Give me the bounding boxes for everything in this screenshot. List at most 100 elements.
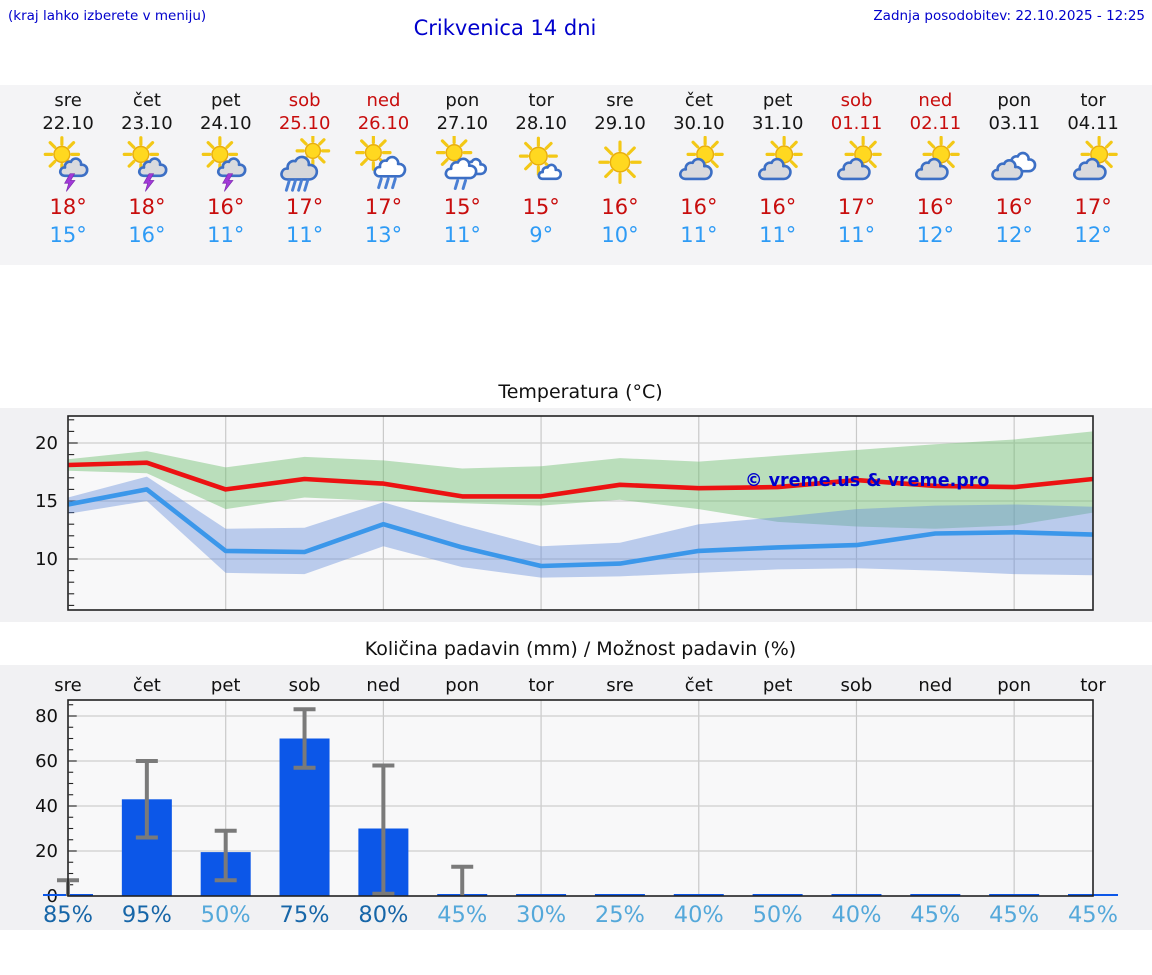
precip-chance-label: 30% <box>516 902 566 928</box>
day-date: 25.10 <box>278 113 331 134</box>
day-column: pon 27.10 15° 11° <box>423 85 502 265</box>
precip-chance-label: 45% <box>1068 902 1118 928</box>
precip-chance-label: 40% <box>674 902 724 928</box>
last-update-label: Zadnja posodobitev: 22.10.2025 - 12:25 <box>873 8 1145 24</box>
precip-chance-label: 95% <box>122 902 172 928</box>
precip-bar <box>516 894 567 896</box>
day-low-temp: 12° <box>916 223 954 247</box>
svg-text:10: 10 <box>35 549 58 570</box>
temperature-chart-svg: 10 15 20 © vreme.us & vreme.pro <box>35 415 1094 611</box>
day-low-temp: 11° <box>680 223 718 247</box>
precip-day-label: čet <box>133 675 161 696</box>
day-low-temp: 11° <box>286 223 324 247</box>
day-column: čet 23.10 18° 16° <box>107 85 186 265</box>
day-column: tor 28.10 15° 9° <box>502 85 581 265</box>
day-high-temp: 17° <box>1074 195 1112 219</box>
day-high-temp: 16° <box>759 195 797 219</box>
day-column: sob 01.11 17° 11° <box>817 85 896 265</box>
day-high-temp: 16° <box>207 195 245 219</box>
day-high-temp: 16° <box>916 195 954 219</box>
day-high-temp: 16° <box>995 195 1033 219</box>
day-name: ned <box>366 90 401 111</box>
day-date: 26.10 <box>357 113 410 134</box>
day-date: 04.11 <box>1067 113 1119 134</box>
precip-chance-label: 45% <box>437 902 487 928</box>
svg-text:20: 20 <box>35 841 58 862</box>
svg-text:15: 15 <box>35 491 58 512</box>
precip-chance-label: 80% <box>358 902 408 928</box>
day-name: tor <box>528 90 554 111</box>
day-column: sre 29.10 16° 10° <box>581 85 660 265</box>
page-title: Crikvenica 14 dni <box>413 16 597 40</box>
day-name: sob <box>840 90 873 111</box>
cloud-sun-icon <box>738 135 817 193</box>
precipitation-chart: sre čet pet sob ned pon tor sre čet pet sob ned pon t… <box>0 665 1152 930</box>
menu-hint-note: (kraj lahko izberete v meniju) <box>8 8 207 24</box>
precip-day-label: sre <box>606 675 633 696</box>
day-column: sre 22.10 18° 15° <box>29 85 108 265</box>
sun-storm-icon <box>29 135 108 193</box>
rain-sun-icon <box>265 135 344 193</box>
day-low-temp: 11° <box>207 223 245 247</box>
cloud-sun-icon <box>817 135 896 193</box>
sun-storm-icon <box>186 135 265 193</box>
day-high-temp: 17° <box>364 195 403 219</box>
day-low-temp: 15° <box>49 223 87 247</box>
precip-chance-label: 50% <box>753 902 803 928</box>
day-name: pet <box>762 90 793 111</box>
precipitation-chart-svg: sre čet pet sob ned pon tor sre čet pet sob ned pon t… <box>35 675 1118 928</box>
day-column: ned 02.11 16° 12° <box>896 85 975 265</box>
day-name: sob <box>288 90 321 111</box>
sun-icon <box>581 135 660 193</box>
day-high-temp: 15° <box>443 195 481 219</box>
day-column: pet 24.10 16° 11° <box>186 85 265 265</box>
precip-day-label: čet <box>685 675 713 696</box>
day-low-temp: 12° <box>1074 223 1112 247</box>
precip-bar <box>989 894 1040 896</box>
day-column: ned 26.10 17° 13° <box>344 85 423 265</box>
clouds-icon <box>975 135 1054 193</box>
sun-cloud-icon <box>502 135 581 193</box>
day-date: 03.11 <box>988 113 1041 134</box>
watermark: © vreme.us & vreme.pro <box>745 471 989 491</box>
precip-chance-label: 40% <box>831 902 881 928</box>
day-name: čet <box>132 90 161 111</box>
day-name: pon <box>445 90 480 111</box>
precip-bar <box>831 894 882 896</box>
day-low-temp: 11° <box>759 223 797 247</box>
day-date: 30.10 <box>673 113 725 134</box>
precip-day-label: sob <box>289 675 321 696</box>
day-date: 23.10 <box>121 113 173 134</box>
day-low-temp: 12° <box>995 223 1033 247</box>
temperature-chart-title: Temperatura (°C) <box>498 381 663 403</box>
day-date: 27.10 <box>436 113 489 134</box>
cloud-sun-icon <box>659 135 738 193</box>
day-high-temp: 16° <box>601 195 639 219</box>
precip-day-label: tor <box>528 675 554 696</box>
precip-day-label: sob <box>841 675 873 696</box>
forecast-day-strip: sre 22.10 18° 15° čet 23.10 18° 16° pet 24.10 16° 1… <box>0 85 1152 265</box>
day-name: tor <box>1080 90 1106 111</box>
sun-rain-light-icon <box>423 135 502 193</box>
precip-day-label: pon <box>997 675 1031 696</box>
day-low-temp: 11° <box>837 223 876 247</box>
day-high-temp: 17° <box>286 195 324 219</box>
precip-bar <box>752 894 803 896</box>
precip-day-label: tor <box>1080 675 1106 696</box>
precip-day-label: pet <box>763 675 793 696</box>
svg-text:60: 60 <box>35 751 58 772</box>
sun-rain-icon <box>344 135 423 193</box>
day-date: 01.11 <box>830 113 883 134</box>
day-low-temp: 11° <box>443 223 481 247</box>
cloud-sun-icon <box>896 135 975 193</box>
day-high-temp: 18° <box>128 195 166 219</box>
precip-chance-label: 50% <box>201 902 251 928</box>
day-name: sre <box>606 90 634 111</box>
svg-text:80: 80 <box>35 706 58 727</box>
svg-text:20: 20 <box>35 433 58 454</box>
precip-bar <box>910 894 961 896</box>
temperature-chart: 10 15 20 © vreme.us & vreme.pro <box>0 408 1152 622</box>
day-name: ned <box>918 90 953 111</box>
day-date: 22.10 <box>42 113 94 134</box>
precip-bar <box>594 894 645 896</box>
